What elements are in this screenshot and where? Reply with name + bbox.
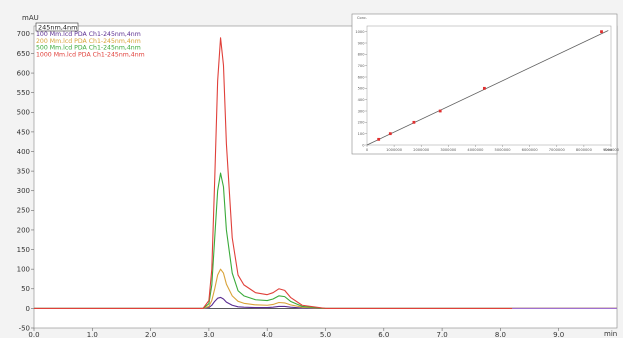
y-tick-label: 700 [17,30,30,38]
y-tick-label: 0 [26,305,30,313]
series-line-3 [34,37,617,309]
inset-x-tick-label: 0 [366,148,369,152]
inset-x-tick-label: 7000000 [549,148,566,152]
y-axis-label: mAU [22,14,39,22]
y-tick-label: 400 [17,148,30,156]
inset-y-tick-label: 300 [358,109,366,113]
inset-y-tick-label: 0 [362,143,365,147]
x-tick-label: 8.0 [495,331,506,338]
inset-y-tick-label: 500 [358,87,366,91]
inset-x-tick-label: 1000000 [386,148,403,152]
y-tick-label: -50 [19,324,30,332]
inset-y-tick-label: 200 [358,121,366,125]
y-tick-label: 350 [17,168,30,176]
y-tick-label: 550 [17,89,30,97]
y-tick-label: 300 [17,187,30,195]
x-tick-label: 7.0 [437,331,448,338]
x-tick-label: 0.0 [28,331,39,338]
inset-y-tick-label: 800 [358,53,366,57]
x-tick-label: 4.0 [262,331,273,338]
y-tick-label: 600 [17,69,30,77]
y-tick-label: 150 [17,246,30,254]
x-axis-label: min [604,330,617,338]
inset-y-tick-label: 400 [358,98,366,102]
inset-y-tick-label: 1000 [355,30,365,34]
x-tick-label: 2.0 [145,331,156,338]
x-tick-label: 1.0 [87,331,98,338]
x-tick-label: 9.0 [553,331,564,338]
y-tick-label: 50 [21,285,30,293]
y-tick-label: 200 [17,226,30,234]
detector-mode-label: 245nm,4nm [38,24,78,32]
inset-y-tick-label: 900 [358,41,366,45]
series-line-1 [34,268,617,309]
calibration-point [377,137,381,141]
inset-x-tick-label: 6000000 [522,148,539,152]
series-line-0 [34,296,617,309]
x-axis: 0.0 1.0 2.0 3.0 4.0 5.0 6.0 7.0 8.0 9.0 [28,328,564,338]
calibration-point [438,109,442,113]
y-axis: -50 0 50 100 150 200 250 300 350 400 450 500 550 600 6… [17,30,34,332]
series-line-2 [34,172,617,309]
legend-entry: 500 Mm.lcd PDA Ch1-245nm,4nm [36,45,141,52]
calibration-point [482,86,486,90]
y-tick-label: 100 [17,266,30,274]
inset-x-tick-label: 8000000 [576,148,593,152]
inset-y-axis-label: Conc. [357,16,367,20]
inset-x-axis: 0 1000000 2000000 3000000 4000000 5000000 6000… [366,145,620,152]
calibration-point [388,132,392,136]
inset-x-tick-label: 2000000 [413,148,430,152]
y-tick-label: 450 [17,128,30,136]
inset-x-tick-label: 5000000 [495,148,512,152]
inset-x-tick-label: 9000000 [603,148,620,152]
detector-mode-box [35,22,79,32]
legend-entry: 200 Mm.lcd PDA Ch1-245nm,4nm [36,38,141,45]
inset-x-axis-label: Area [604,148,612,152]
calibration-point [412,120,416,124]
inset-y-tick-label: 700 [358,64,366,68]
y-tick-label: 650 [17,50,30,58]
inset-plot-area [366,25,612,146]
inset-y-tick-label: 600 [358,75,366,79]
y-tick-label: 250 [17,207,30,215]
legend-entry: 1000 Mm.lcd PDA Ch1-245nm,4nm [36,51,145,58]
calibration-point [600,30,603,34]
calibration-inset: 0 100 200 300 400 500 600 700 800 900 1000 0 100000… [351,13,620,155]
inset-y-tick-label: 100 [358,132,366,136]
inset-x-tick-label: 3000000 [440,148,457,152]
x-tick-label: 5.0 [320,331,331,338]
inset-y-axis: 0 100 200 300 400 500 600 700 800 900 1000 [355,30,367,147]
calibration-fit-line [366,30,609,146]
x-tick-label: 3.0 [203,331,214,338]
legend-entry: 100 Mm.lcd PDA Ch1-245nm,4nm [36,31,141,38]
chromatogram-traces [34,37,617,309]
fit-line [366,30,609,146]
calibration-points [377,30,603,141]
y-tick-label: 500 [17,109,30,117]
x-tick-label: 6.0 [378,331,389,338]
inset-x-tick-label: 4000000 [467,148,484,152]
